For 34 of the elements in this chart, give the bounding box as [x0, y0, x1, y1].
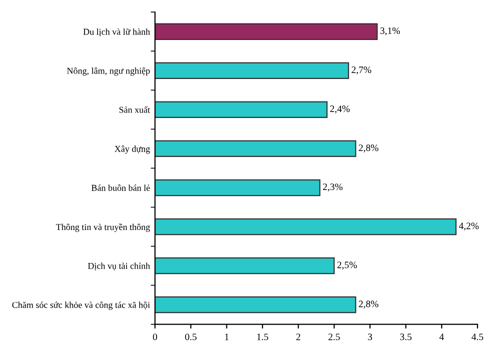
x-tick-label: 0.5 — [185, 334, 197, 340]
x-tick-label: 2.5 — [328, 334, 340, 340]
bar — [155, 101, 328, 118]
x-tick-label: 2 — [296, 334, 300, 340]
bar — [155, 23, 378, 40]
bar — [155, 257, 335, 274]
x-tick-label: 4.5 — [472, 334, 484, 340]
data-label: 2,8% — [358, 144, 378, 153]
y-tick-label: Bán buôn bán lẻ — [91, 184, 150, 191]
x-tick-label: 1 — [225, 334, 229, 340]
data-label: 2,8% — [358, 300, 378, 309]
bar — [155, 62, 350, 79]
data-label: 2,7% — [352, 66, 372, 74]
y-tick-label: Thông tin và truyền thông — [56, 223, 150, 232]
data-label: 2,5% — [337, 262, 357, 270]
data-label: 4,2% — [458, 222, 479, 231]
data-label: 3,1% — [380, 27, 400, 36]
y-tick-label: Sản xuất — [119, 106, 150, 113]
bar — [155, 218, 457, 236]
data-label: 2,4% — [330, 106, 350, 114]
bar — [155, 179, 320, 196]
y-tick-label: Nông, lâm, ngư nghiệp — [67, 67, 150, 76]
x-tick-label: 0 — [152, 334, 158, 340]
bar — [155, 140, 356, 158]
y-tick-label: Du lịch và lữ hành — [83, 28, 150, 36]
x-tick-label: 3.5 — [400, 334, 412, 340]
bar — [155, 296, 356, 314]
data-label: 2,3% — [323, 184, 343, 192]
y-tick-label: Chăm sóc sức khỏe và công tác xã hội — [12, 302, 150, 310]
x-tick-label: 1.5 — [257, 334, 268, 340]
y-tick-label: Xây dựng — [114, 146, 150, 154]
y-tick-label: Dịch vụ tài chính — [88, 262, 150, 270]
x-tick-label: 4 — [439, 334, 444, 340]
x-tick-label: 3 — [368, 334, 372, 340]
